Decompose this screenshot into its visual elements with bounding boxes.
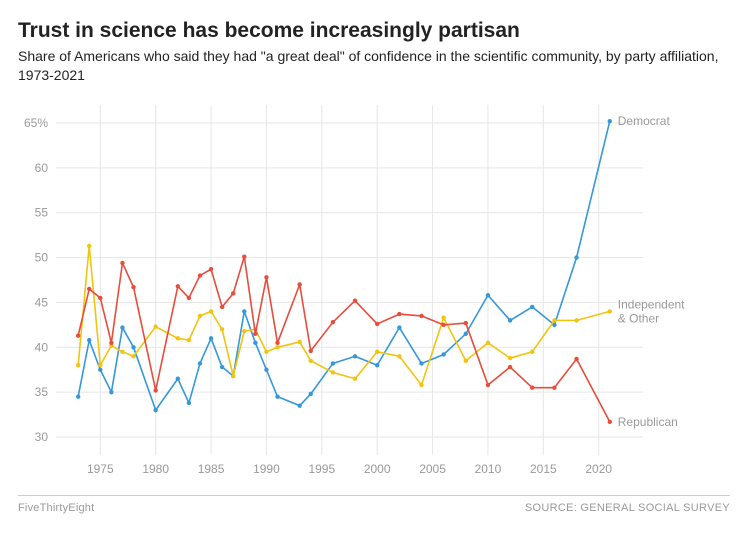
svg-text:1985: 1985 xyxy=(198,462,225,476)
svg-text:35: 35 xyxy=(35,385,49,399)
chart-footer: FiveThirtyEight SOURCE: GENERAL SOCIAL S… xyxy=(18,495,730,514)
svg-text:55: 55 xyxy=(35,206,49,220)
svg-text:2005: 2005 xyxy=(419,462,446,476)
svg-text:1995: 1995 xyxy=(308,462,335,476)
svg-text:2020: 2020 xyxy=(585,462,612,476)
svg-text:1975: 1975 xyxy=(87,462,114,476)
svg-text:45: 45 xyxy=(35,295,49,309)
svg-text:1990: 1990 xyxy=(253,462,280,476)
footer-brand: FiveThirtyEight xyxy=(18,502,94,514)
svg-text:60: 60 xyxy=(35,161,49,175)
svg-text:65%: 65% xyxy=(24,116,48,130)
svg-text:2015: 2015 xyxy=(530,462,557,476)
svg-text:1980: 1980 xyxy=(142,462,169,476)
svg-text:40: 40 xyxy=(35,340,49,354)
svg-text:2010: 2010 xyxy=(475,462,502,476)
chart-plot-area: 30 35 40 45 50 55 60 65% 1975 1980 1985 1990 1995 200… xyxy=(18,95,730,485)
footer-source: SOURCE: GENERAL SOCIAL SURVEY xyxy=(525,502,730,514)
svg-text:Republican: Republican xyxy=(618,415,678,429)
line-chart-svg: 30 35 40 45 50 55 60 65% 1975 1980 1985 1990 1995 200… xyxy=(18,95,730,485)
svg-text:Democrat: Democrat xyxy=(618,114,671,128)
svg-text:30: 30 xyxy=(35,430,49,444)
svg-text:& Other: & Other xyxy=(618,311,659,325)
svg-text:Independent: Independent xyxy=(618,297,685,311)
svg-text:50: 50 xyxy=(35,251,49,265)
chart-subtitle: Share of Americans who said they had "a … xyxy=(18,47,730,85)
svg-text:2000: 2000 xyxy=(364,462,391,476)
chart-title: Trust in science has become increasingly… xyxy=(18,18,730,43)
chart-container: Trust in science has become increasingly… xyxy=(0,0,748,538)
